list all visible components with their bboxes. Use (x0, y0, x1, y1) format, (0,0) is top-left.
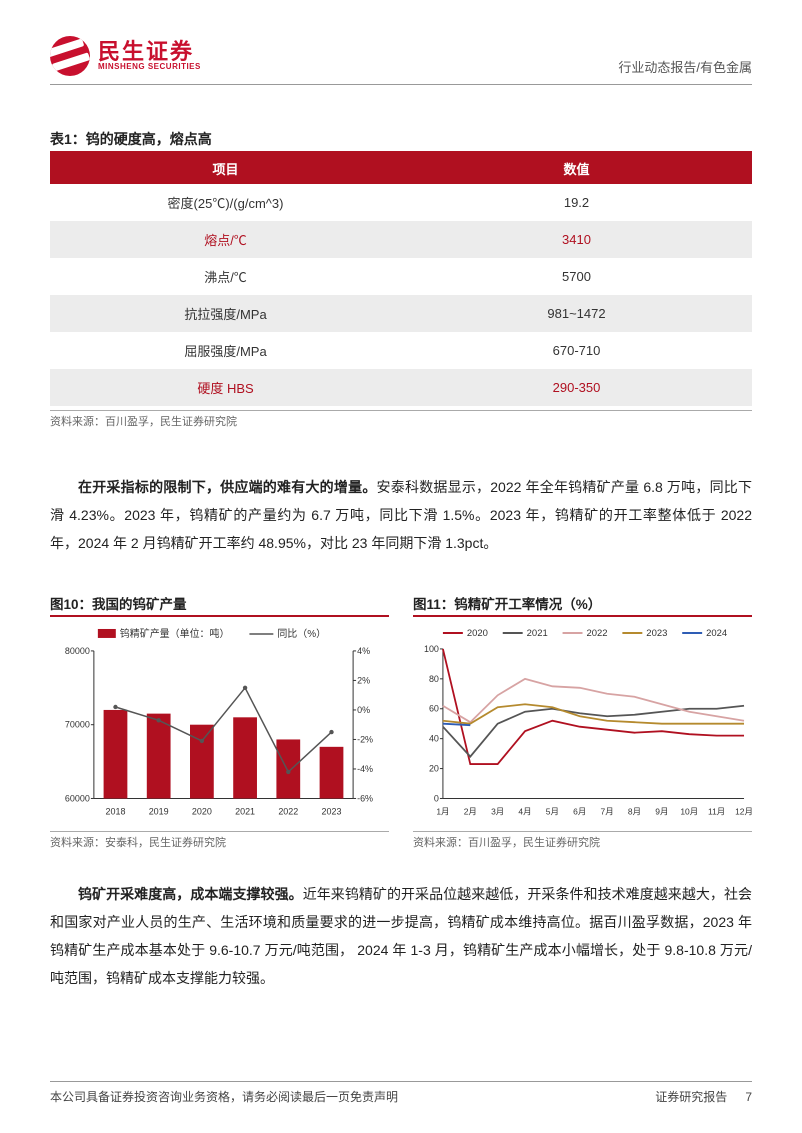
paragraph-cost-lead: 钨矿开采难度高，成本端支撑较强。 (78, 886, 303, 902)
svg-text:20: 20 (429, 764, 439, 774)
table-cell-key: 密度(25℃)/(g/cm^3) (50, 184, 401, 221)
svg-text:9月: 9月 (655, 806, 668, 816)
table-row: 熔点/℃3410 (50, 221, 752, 258)
page-header: 民生证券 MINSHENG SECURITIES 行业动态报告/有色金属 (50, 36, 752, 85)
svg-text:-2%: -2% (357, 734, 373, 744)
svg-text:70000: 70000 (65, 720, 90, 730)
table-row: 沸点/℃5700 (50, 258, 752, 295)
svg-text:60: 60 (429, 704, 439, 714)
table1-col1: 数值 (401, 153, 752, 184)
svg-text:0%: 0% (357, 705, 370, 715)
table-cell-val: 670-710 (401, 332, 752, 369)
svg-text:2022: 2022 (586, 628, 607, 639)
chart10-source: 资料来源：安泰科，民生证券研究院 (50, 831, 389, 850)
svg-text:8月: 8月 (628, 806, 641, 816)
chart10-svg: 钨精矿产量（单位：吨） 同比（%） 60000 70000 80000 -6% -4% -2%… (50, 623, 389, 822)
svg-text:2019: 2019 (149, 806, 169, 816)
chart11-rule (413, 615, 752, 617)
svg-text:同比（%）: 同比（%） (277, 627, 326, 640)
paragraph-cost: 钨矿开采难度高，成本端支撑较强。近年来钨精矿的开采品位越来越低，开采条件和技术难… (50, 880, 752, 992)
svg-text:-6%: -6% (357, 793, 373, 803)
svg-text:12月: 12月 (735, 806, 752, 816)
chart10-rule (50, 615, 389, 617)
chart11-svg: 2020 2021 2022 2023 2024 0 20 40 60 80 100 1月 2月 3月 4月… (413, 623, 752, 822)
svg-text:10月: 10月 (680, 806, 698, 816)
brand-name-cn: 民生证券 (98, 40, 201, 63)
svg-text:7月: 7月 (601, 806, 614, 816)
footer-page-number: 7 (745, 1090, 752, 1104)
table-row: 密度(25℃)/(g/cm^3)19.2 (50, 184, 752, 221)
svg-text:2%: 2% (357, 675, 370, 685)
svg-text:40: 40 (429, 734, 439, 744)
svg-text:11月: 11月 (708, 806, 725, 816)
table-cell-val: 981~1472 (401, 295, 752, 332)
table-cell-val: 5700 (401, 258, 752, 295)
svg-text:2020: 2020 (192, 806, 212, 816)
table-cell-key: 硬度 HBS (50, 369, 401, 406)
chart10-title: 图10：我国的钨矿产量 (50, 593, 389, 613)
svg-text:2022: 2022 (278, 806, 298, 816)
brand-logo-icon (50, 36, 90, 76)
svg-text:2024: 2024 (706, 628, 727, 639)
chart11-source: 资料来源：百川盈孚，民生证券研究院 (413, 831, 752, 850)
svg-text:2023: 2023 (646, 628, 667, 639)
table-cell-val: 19.2 (401, 184, 752, 221)
table-cell-val: 3410 (401, 221, 752, 258)
svg-text:2021: 2021 (235, 806, 255, 816)
svg-text:100: 100 (424, 644, 439, 654)
chart11-block: 图11：钨精矿开工率情况（%） 2020 2021 2022 2023 2024 0 20 4… (413, 593, 752, 850)
svg-text:80000: 80000 (65, 646, 90, 656)
svg-text:80: 80 (429, 674, 439, 684)
charts-row: 图10：我国的钨矿产量 钨精矿产量（单位：吨） 同比（%） 60000 70000 80… (50, 593, 752, 850)
svg-text:3月: 3月 (491, 806, 504, 816)
svg-text:4%: 4% (357, 646, 370, 656)
page-footer: 本公司具备证券投资咨询业务资格，请务必阅读最后一页免责声明 证券研究报告 7 (0, 1081, 802, 1105)
table1-col0: 项目 (50, 153, 401, 184)
brand-name-en: MINSHENG SECURITIES (98, 63, 201, 71)
svg-text:-4%: -4% (357, 764, 373, 774)
footer-disclaimer: 本公司具备证券投资咨询业务资格，请务必阅读最后一页免责声明 (50, 1088, 398, 1105)
svg-text:2021: 2021 (527, 628, 548, 639)
brand-logo: 民生证券 MINSHENG SECURITIES (50, 36, 201, 76)
table-cell-key: 屈服强度/MPa (50, 332, 401, 369)
paragraph-supply-lead: 在开采指标的限制下，供应端的难有大的增量。 (78, 479, 377, 495)
svg-text:5月: 5月 (546, 806, 559, 816)
doc-classification: 行业动态报告/有色金属 (618, 57, 752, 76)
svg-text:2018: 2018 (105, 806, 125, 816)
svg-text:60000: 60000 (65, 793, 90, 803)
table1-block: 表1：钨的硬度高，熔点高 项目 数值 密度(25℃)/(g/cm^3)19.2熔… (50, 129, 752, 429)
svg-text:2023: 2023 (322, 806, 342, 816)
table-cell-key: 熔点/℃ (50, 221, 401, 258)
table1-source: 资料来源：百川盈孚，民生证券研究院 (50, 410, 752, 429)
svg-text:6月: 6月 (573, 806, 586, 816)
table-cell-key: 抗拉强度/MPa (50, 295, 401, 332)
table1-title: 表1：钨的硬度高，熔点高 (50, 129, 752, 149)
svg-text:2020: 2020 (467, 628, 488, 639)
table-cell-val: 290-350 (401, 369, 752, 406)
table-row: 抗拉强度/MPa981~1472 (50, 295, 752, 332)
svg-text:4月: 4月 (518, 806, 531, 816)
table1: 项目 数值 密度(25℃)/(g/cm^3)19.2熔点/℃3410沸点/℃57… (50, 153, 752, 406)
chart11-title: 图11：钨精矿开工率情况（%） (413, 593, 752, 613)
chart10-block: 图10：我国的钨矿产量 钨精矿产量（单位：吨） 同比（%） 60000 70000 80… (50, 593, 389, 850)
paragraph-supply: 在开采指标的限制下，供应端的难有大的增量。安泰科数据显示，2022 年全年钨精矿… (50, 473, 752, 557)
footer-report-label: 证券研究报告 (655, 1088, 727, 1105)
svg-text:2月: 2月 (464, 806, 477, 816)
svg-text:1月: 1月 (436, 806, 449, 816)
table-row: 屈服强度/MPa670-710 (50, 332, 752, 369)
table-cell-key: 沸点/℃ (50, 258, 401, 295)
table-row: 硬度 HBS290-350 (50, 369, 752, 406)
svg-text:钨精矿产量（单位：吨）: 钨精矿产量（单位：吨） (120, 627, 230, 640)
svg-text:0: 0 (434, 793, 439, 803)
